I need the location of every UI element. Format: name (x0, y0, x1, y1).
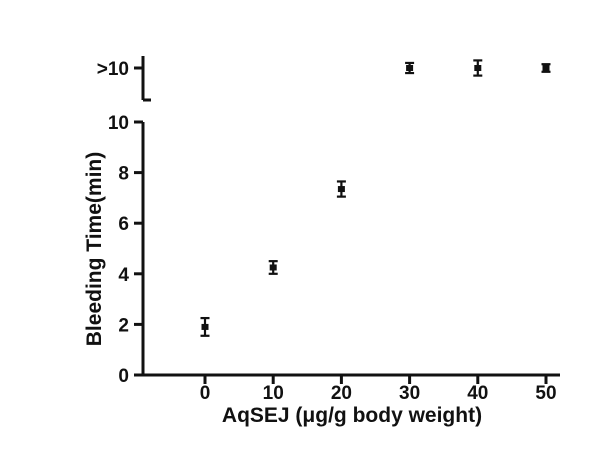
x-tick-label: 20 (331, 383, 352, 404)
chart-axes: 0 10 20 30 40 50 0 2 4 6 8 10 >10 (97, 56, 560, 404)
data-point-marker (542, 65, 550, 71)
y-tick-label: 4 (118, 265, 129, 286)
x-tick-label: 50 (535, 383, 556, 404)
y-tick-label: 2 (118, 315, 129, 336)
x-tick-label: 30 (399, 383, 420, 404)
y-axis-break-label: >10 (97, 59, 129, 80)
x-tick-label: 0 (200, 383, 211, 404)
data-point-marker (201, 323, 209, 330)
y-tick-label: 8 (118, 164, 129, 185)
x-axis-label: AqSEJ (μg/g body weight) (222, 404, 482, 427)
y-axis-label: Bleeding Time(min) (83, 152, 106, 346)
data-point-marker (269, 264, 277, 271)
data-point-marker (406, 65, 414, 71)
x-tick-label: 40 (467, 383, 488, 404)
y-tick-label: 10 (108, 113, 129, 134)
chart-data-points (200, 59, 551, 337)
data-point-marker (474, 65, 482, 71)
x-tick-label: 10 (263, 383, 284, 404)
data-point-marker (337, 186, 345, 193)
y-tick-label: 6 (118, 214, 129, 235)
y-tick-label: 0 (118, 366, 129, 387)
